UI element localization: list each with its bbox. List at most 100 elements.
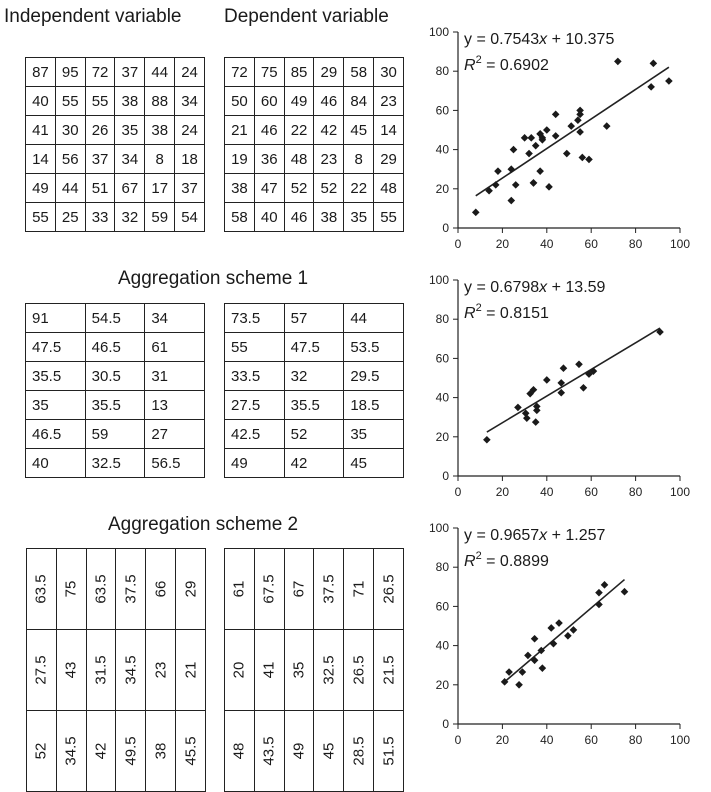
table-row: 14 56 37 34 8 18 — [25, 144, 205, 174]
table-cell: 38 — [224, 173, 255, 203]
table-row: 47.5 46.5 61 — [25, 332, 205, 362]
table-cell: 56 — [54, 144, 86, 174]
cell-value: 32.5 — [320, 655, 338, 685]
data-point — [533, 406, 541, 415]
dependent-variable-heading: Dependent variable — [224, 6, 389, 27]
x-tick-label: 60 — [585, 485, 599, 499]
table-cell: 27.5 — [224, 390, 285, 420]
data-point — [665, 77, 673, 85]
cell-value: 52 — [32, 742, 50, 760]
data-point — [515, 681, 523, 689]
table-cell: 25 — [54, 202, 86, 232]
table-cell: 66 — [145, 548, 177, 630]
table-cell: 58 — [343, 57, 375, 87]
table-cell: 34 — [144, 303, 205, 333]
table-cell: 13 — [144, 390, 205, 420]
table-cell: 51.5 — [373, 710, 404, 792]
x-tick-label: 0 — [455, 485, 462, 499]
x-tick-label: 40 — [540, 733, 554, 747]
table-cell: 40 — [25, 86, 56, 116]
table-cell: 42.5 — [224, 419, 285, 449]
table-row: 55 25 33 32 59 54 — [25, 202, 205, 232]
cell-value: 23 — [152, 661, 170, 679]
table-cell: 26 — [84, 115, 116, 145]
data-point — [507, 196, 516, 205]
x-tick-label: 80 — [629, 733, 643, 747]
x-tick-label: 80 — [629, 485, 643, 499]
table-cell: 31 — [144, 361, 205, 391]
table-cell: 23 — [373, 86, 404, 116]
table-cell: 29 — [313, 57, 345, 87]
table-row: 20 41 35 32.5 26.5 21.5 — [224, 629, 404, 711]
table-row: 35.5 30.5 31 — [25, 361, 205, 391]
data-point — [576, 110, 584, 119]
r-superscript: 2 — [476, 302, 482, 314]
data-point — [620, 587, 629, 596]
equation-lhs: y = 0.7543 — [464, 31, 539, 48]
table-cell: 14 — [25, 144, 56, 174]
table-cell: 45 — [343, 115, 375, 145]
table-cell: 75 — [253, 57, 285, 87]
regression-equation: y = 0.6798x + 13.59 — [464, 279, 606, 296]
table-cell: 41 — [253, 629, 285, 711]
y-tick-label: 40 — [436, 143, 450, 157]
table-cell: 43 — [55, 629, 87, 711]
table-cell: 32 — [114, 202, 146, 232]
x-tick-label: 0 — [455, 733, 462, 747]
table-cell: 35.5 — [84, 390, 146, 420]
cell-value: 27.5 — [32, 655, 50, 685]
table-cell: 46 — [313, 86, 345, 116]
table-cell: 34.5 — [55, 710, 87, 792]
table-row: 61 67.5 67 37.5 71 26.5 — [224, 548, 404, 630]
data-point — [575, 360, 583, 369]
data-point — [589, 367, 598, 375]
data-point — [649, 59, 658, 68]
cell-value: 34.5 — [62, 736, 80, 766]
table-cell: 54.5 — [84, 303, 146, 333]
data-point — [576, 106, 584, 115]
data-point — [576, 128, 584, 136]
data-point — [527, 134, 536, 142]
data-point — [524, 651, 532, 660]
table-row: 35 35.5 13 — [25, 390, 205, 420]
cell-value: 37.5 — [122, 574, 140, 604]
y-tick-label: 20 — [436, 430, 450, 444]
data-point — [602, 122, 611, 130]
r-squared-value: = 0.8151 — [482, 305, 549, 322]
data-point — [530, 656, 539, 665]
data-point — [531, 141, 540, 150]
x-tick-label: 60 — [585, 237, 599, 251]
table-cell: 37.5 — [313, 548, 345, 630]
table-row: 63.5 75 63.5 37.5 66 29 — [26, 548, 206, 630]
table-cell: 50 — [224, 86, 255, 116]
cell-value: 31.5 — [92, 655, 110, 685]
table-cell: 44 — [54, 173, 86, 203]
data-point — [545, 183, 553, 191]
table-cell: 42 — [313, 115, 345, 145]
y-tick-label: 100 — [429, 25, 449, 39]
data-point — [530, 634, 539, 643]
table-cell: 52 — [283, 419, 345, 449]
data-point — [511, 181, 520, 189]
table-cell: 32 — [283, 361, 345, 391]
cell-value: 41 — [260, 661, 278, 679]
table-cell: 72 — [224, 57, 255, 87]
table-cell: 32.5 — [313, 629, 345, 711]
table-cell: 59 — [84, 419, 146, 449]
scheme1-independent-table: 91 54.5 34 47.5 46.5 61 35.5 30.5 31 35 35.5 13 46.5… — [25, 303, 205, 478]
aggregation-scheme-1-heading: Aggregation scheme 1 — [118, 268, 309, 289]
table-cell: 45 — [313, 710, 345, 792]
table-cell: 42 — [283, 448, 345, 478]
r-squared-label: R2 = 0.8151 — [464, 302, 549, 322]
table-cell: 53.5 — [343, 332, 404, 362]
data-point — [557, 379, 566, 387]
table-cell: 18.5 — [343, 390, 404, 420]
data-point — [567, 122, 576, 130]
table-cell: 58 — [224, 202, 255, 232]
data-point — [543, 126, 551, 134]
table-cell: 48 — [283, 144, 315, 174]
table-cell: 35.5 — [283, 390, 345, 420]
table-cell: 27.5 — [26, 629, 57, 711]
r-symbol: R — [464, 553, 476, 570]
table-cell: 46 — [253, 115, 285, 145]
